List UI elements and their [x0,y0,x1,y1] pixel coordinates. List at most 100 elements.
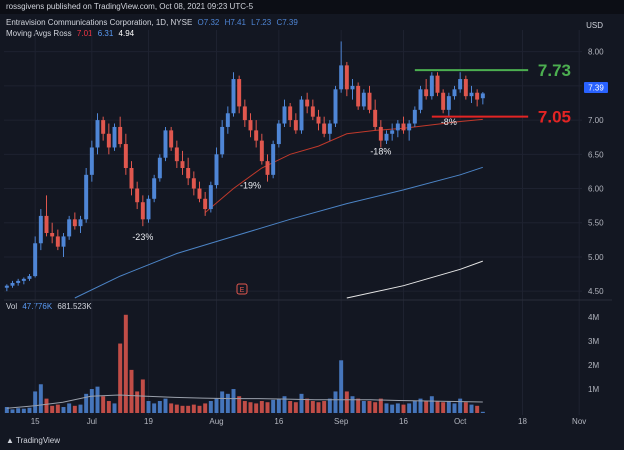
volume-bar [106,401,111,413]
candle [231,72,236,117]
candle-body [288,106,293,121]
candle [401,116,406,134]
candle [214,147,219,189]
ma-long-line [346,260,483,299]
candle [288,103,293,127]
price-tick-label: 4.50 [588,287,604,296]
volume-bar [293,402,298,413]
candle-body [38,215,43,244]
candle [310,99,315,121]
candle-body [135,188,140,203]
candle-body [271,144,276,175]
candle [469,85,474,103]
ohlc-open: O7.32 [197,18,220,27]
time-tick-label: 16 [399,417,408,426]
volume-bar [67,403,72,413]
tradingview-brand-text: TradingView [16,436,61,445]
candle [322,116,327,138]
candle [265,154,270,182]
candle-body [180,161,185,168]
symbol-legend: Entravision Communications Corporation, … [6,18,298,27]
candle-body [123,144,128,168]
candle-body [67,219,72,237]
volume-bar [288,401,293,413]
candle-body [390,130,395,134]
volume-bar [214,398,219,413]
candle [475,89,480,107]
volume-bar [21,408,26,413]
volume-bar [72,405,77,413]
volume-bar [118,343,123,413]
volume-bar [367,401,372,413]
volume-bar [191,404,196,413]
volume-bar [50,405,55,413]
price-tick-label: 5.50 [588,219,604,228]
candle-body [174,147,179,162]
candle [140,195,145,227]
candle-body [197,188,202,199]
volume-bar [84,393,89,413]
candle-body [316,116,321,124]
volume-bar [310,401,315,413]
volume-legend: Vol 47.776K 681.523K [6,302,92,311]
volume-bar [305,398,310,413]
candle [33,236,38,278]
earnings-marker[interactable]: E [236,283,248,295]
candle-body [429,75,434,97]
drawdown-annotation: -19% [240,181,261,191]
time-tick-label: Oct [454,417,467,426]
candle-body [367,92,372,110]
ma-value-mid: 6.31 [97,29,114,38]
volume-bar [424,401,429,413]
candle [344,61,349,97]
publisher-text: rossgivens published on TradingView.com,… [6,2,254,11]
candle-body [254,130,259,141]
volume-bar [452,403,457,413]
candle-body [231,79,236,114]
candle [384,130,389,145]
tradingview-logo[interactable]: ▲ TradingView [6,436,60,445]
candle [452,85,457,100]
candle-body [191,178,196,189]
candle [220,120,225,158]
volume-bar [299,393,304,413]
earnings-marker-box[interactable] [236,283,248,295]
candle [180,150,185,175]
volume-bar [146,401,151,413]
volume-bar [112,403,117,413]
candle-body [118,126,123,145]
candle [254,120,259,148]
time-tick-label: Aug [209,417,223,426]
candle [50,222,55,244]
candle [197,181,202,203]
candle-body [214,154,219,186]
candle [101,116,106,141]
candle-body [61,236,66,247]
candle-body [10,282,15,286]
volume-bar [27,407,32,413]
candle [259,133,264,165]
candle [106,123,111,155]
candle-body [361,92,366,107]
symbol-name: Entravision Communications Corporation, … [6,18,193,27]
time-axis[interactable]: 15 Jul 19 Aug 16 Sep 16 Oct 18 Nov [31,417,587,426]
price-chart[interactable]: 7.737.05 -23%-19%-18%-8% 8.007.507.006.5… [0,14,624,430]
candle [367,85,372,114]
candle-body [33,243,38,277]
volume-bar [350,396,355,413]
candle [84,168,89,223]
candle-body [310,106,315,117]
volume-bar [463,402,468,413]
candle [44,195,49,237]
candle-body [350,85,355,90]
volume-axis: 4M 3M 2M 1M [588,313,599,394]
level-lines: 7.73 7.05 [414,61,571,127]
candle [118,116,123,148]
volume-bar [469,404,474,413]
candle-body [480,93,485,99]
candle [123,133,128,175]
volume-bar [390,404,395,413]
candle-body [299,99,304,131]
candle-body [27,276,32,279]
grid [4,30,612,415]
